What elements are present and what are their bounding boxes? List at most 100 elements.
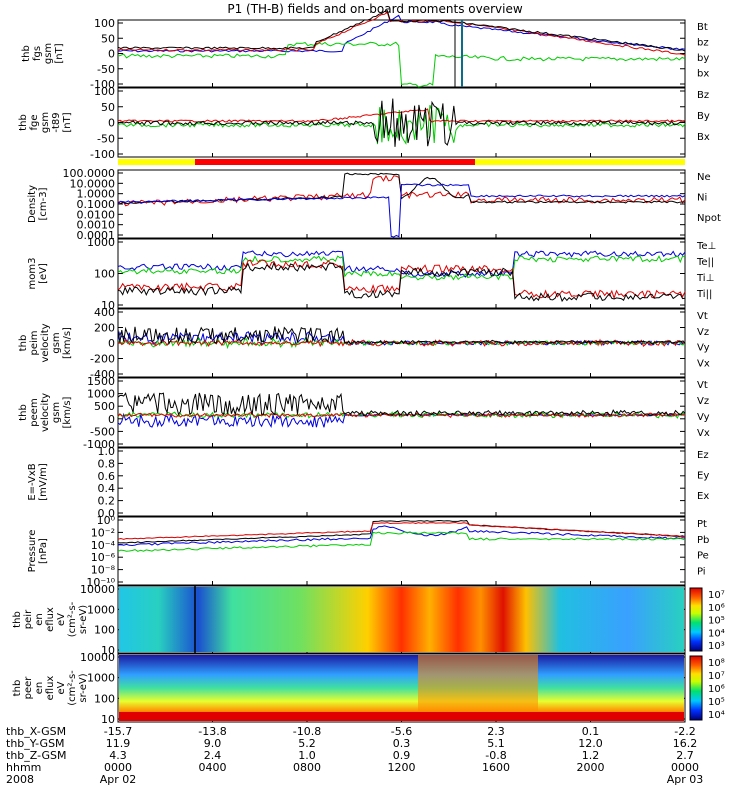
y-axis-label: sr-eV) xyxy=(78,605,89,634)
x-tick-label: 0000 xyxy=(671,761,699,774)
y-tick-label: 100 xyxy=(94,624,115,637)
y-axis-label: peem xyxy=(29,398,40,426)
legend-entry: Pi xyxy=(697,566,706,577)
legend-entry: Bz xyxy=(697,90,709,101)
panel-frame xyxy=(117,516,686,586)
ephemeris-value: 1.0 xyxy=(298,749,316,762)
legend-entry: Pb xyxy=(697,535,709,546)
y-tick-label: -1000 xyxy=(83,438,115,451)
y-tick-label: 10⁻⁸ xyxy=(91,564,116,577)
y-axis-label: E=-VxB xyxy=(27,463,38,500)
vt-series xyxy=(117,392,686,417)
pe-series xyxy=(117,531,686,552)
y-axis-label: fge xyxy=(29,114,40,130)
legend-entry: Vy xyxy=(697,343,710,354)
y-axis-label: thb xyxy=(12,611,23,628)
y-axis-label: eV xyxy=(56,613,67,626)
y-tick-label: 0.6 xyxy=(98,470,116,483)
x-tick-label: 1200 xyxy=(388,761,416,774)
panel-frame xyxy=(117,447,686,517)
legend-entry: Vx xyxy=(697,358,710,369)
ephemeris-row-label: thb_Z-GSM xyxy=(6,749,66,762)
y-axis-label: (cm²-s- xyxy=(67,670,78,706)
te-par-series xyxy=(117,261,686,303)
legend-entry: Ti⊥ xyxy=(696,273,714,284)
date-label-start: Apr 02 xyxy=(100,773,137,786)
y-tick-label: -50 xyxy=(97,63,115,76)
colorbar xyxy=(689,587,703,652)
y-tick-label: 10 xyxy=(101,713,115,726)
colorbar-tick-label: 10³ xyxy=(708,641,725,652)
legend-entry: Npot xyxy=(697,213,721,224)
ephemeris-value: -15.7 xyxy=(104,725,132,738)
y-tick-label: 10⁻² xyxy=(91,526,115,539)
legend-entry: Vz xyxy=(697,327,709,338)
legend-entry: By xyxy=(697,111,710,122)
y-tick-label: 10.0000 xyxy=(70,177,116,190)
vx-series xyxy=(117,412,686,429)
y-axis-label: [nT] xyxy=(62,112,73,132)
y-tick-label: 0.1000 xyxy=(77,198,116,211)
y-tick-label: 0 xyxy=(108,48,115,61)
y-axis-label: thb xyxy=(12,680,23,697)
x-tick-label: 0800 xyxy=(293,761,321,774)
spectrogram-hot-region xyxy=(418,655,538,721)
panel-frame xyxy=(117,169,686,239)
y-axis-label: [mV/m] xyxy=(38,463,49,501)
y-tick-label: 10⁰ xyxy=(97,514,116,527)
legend-entry: Pt xyxy=(697,519,707,530)
y-tick-label: 1500 xyxy=(87,375,115,388)
y-tick-label: 0.0100 xyxy=(77,208,116,221)
y-tick-label: 10⁻⁶ xyxy=(91,551,116,564)
colorbar-tick-label: 10⁵ xyxy=(708,616,725,627)
colorbar-tick-label: 10⁶ xyxy=(708,684,725,695)
ephemeris-value: 5.2 xyxy=(298,737,316,750)
colorbar xyxy=(689,655,703,721)
y-axis-label: [cm-3] xyxy=(38,187,49,220)
colorbar-tick-label: 10⁷ xyxy=(708,671,725,682)
ephemeris-value: 16.2 xyxy=(673,737,698,750)
y-tick-label: 100 xyxy=(94,85,115,98)
ephemeris-value: 11.9 xyxy=(106,737,131,750)
y-axis-label: [km/s] xyxy=(62,396,73,428)
legend-entry: bz xyxy=(697,38,709,49)
y-axis-label: gsm xyxy=(51,332,62,353)
y-tick-label: 10 xyxy=(101,644,115,657)
y-axis-label: thb xyxy=(18,114,29,131)
ephemeris-value: -13.8 xyxy=(198,725,226,738)
y-tick-label: 0 xyxy=(108,117,115,130)
y-tick-label: -100 xyxy=(90,148,115,161)
y-tick-label: 100 xyxy=(94,268,115,281)
legend-entry: Ez xyxy=(697,450,709,461)
y-tick-label: 50 xyxy=(101,101,115,114)
legend-entry: Ey xyxy=(697,471,709,482)
y-tick-label: 1000 xyxy=(87,236,115,249)
y-axis-label: fgs xyxy=(32,46,43,61)
ephemeris-value: 4.3 xyxy=(109,749,127,762)
y-tick-label: 0.0 xyxy=(98,507,116,520)
y-tick-label: 0 xyxy=(108,413,115,426)
y-tick-label: 0.8 xyxy=(98,457,116,470)
y-axis-label: [nT] xyxy=(54,43,65,63)
pb-series xyxy=(117,521,685,540)
region-bar-red xyxy=(195,159,475,165)
legend-entry: Ne xyxy=(697,172,711,183)
y-tick-label: 0 xyxy=(108,337,115,350)
y-axis-label: thb xyxy=(18,404,29,421)
y-tick-label: 0.2 xyxy=(98,495,116,508)
ephemeris-value: 9.0 xyxy=(204,737,222,750)
y-tick-label: -100 xyxy=(90,78,115,91)
bx-series xyxy=(117,98,686,147)
panel-frame xyxy=(117,19,686,88)
ephemeris-value: 5.1 xyxy=(487,737,505,750)
ion-spectrogram xyxy=(119,587,684,652)
bx-series xyxy=(117,14,686,53)
y-axis-label: mom3 xyxy=(27,258,38,290)
ephemeris-value: 2.3 xyxy=(487,725,505,738)
ephemeris-value: -0.8 xyxy=(485,749,506,762)
y-tick-label: 0.0010 xyxy=(77,219,116,232)
colorbar-tick-label: 10⁵ xyxy=(708,697,725,708)
y-axis-label: Pressure xyxy=(27,530,38,573)
